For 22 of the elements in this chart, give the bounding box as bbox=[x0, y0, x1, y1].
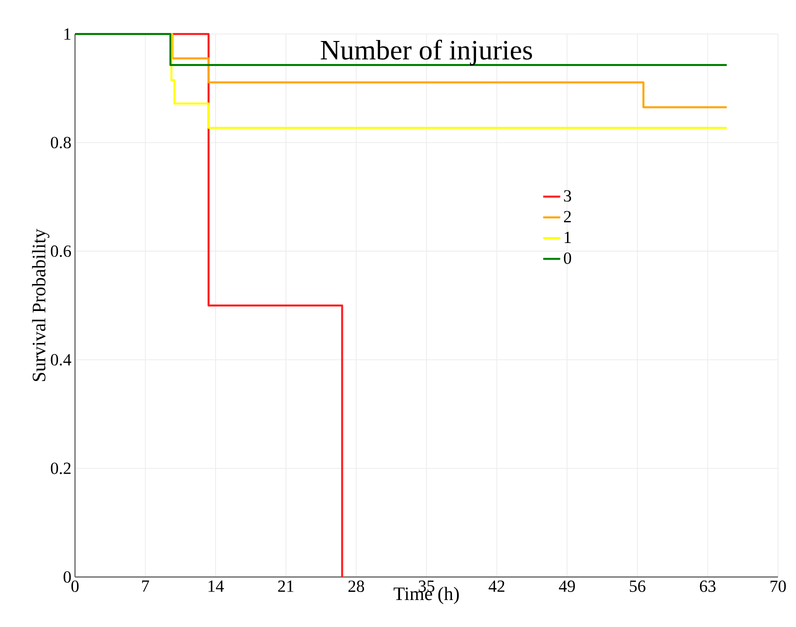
legend-label: 3 bbox=[564, 190, 572, 202]
legend-label: 0 bbox=[564, 252, 572, 264]
y-tick-label: 0.6 bbox=[50, 245, 71, 257]
x-tick-label: 14 bbox=[208, 580, 224, 592]
legend-label: 1 bbox=[564, 232, 571, 243]
y-tick-label: 0 bbox=[64, 571, 71, 583]
x-tick-label: 0 bbox=[71, 580, 79, 592]
x-tick-label: 21 bbox=[278, 580, 294, 592]
x-tick-label: 63 bbox=[700, 580, 716, 592]
chart-title: Number of injuries bbox=[320, 40, 532, 66]
x-tick-label: 42 bbox=[488, 580, 504, 592]
x-tick-label: 56 bbox=[630, 580, 646, 592]
y-axis-title: Survival Probability bbox=[32, 228, 50, 382]
y-tick-label: 0.2 bbox=[50, 462, 71, 474]
y-tick-label: 1 bbox=[64, 28, 70, 40]
x-tick-label: 70 bbox=[770, 580, 786, 592]
y-tick-label: 0.8 bbox=[50, 136, 71, 148]
y-tick-label: 0.4 bbox=[50, 354, 72, 366]
x-tick-label: 28 bbox=[348, 580, 364, 592]
legend-label: 2 bbox=[564, 210, 571, 222]
x-tick-label: 7 bbox=[142, 580, 150, 592]
x-tick-label: 49 bbox=[558, 580, 575, 592]
